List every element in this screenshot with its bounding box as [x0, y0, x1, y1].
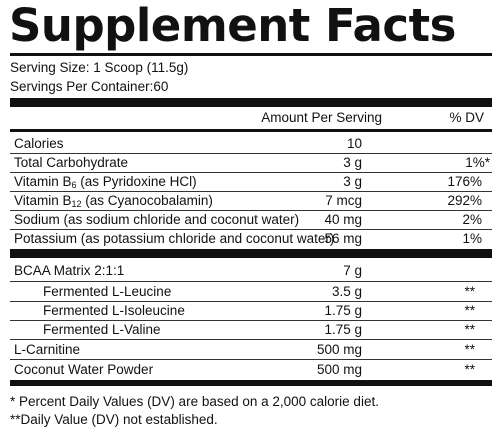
ingredient-amount: 500 mg — [316, 342, 362, 357]
nutrient-row-vitamin-b12: Vitamin B12 (as Cyanocobalamin) 7 mcg 29… — [10, 191, 492, 210]
ingredient-name: L-Carnitine — [14, 342, 81, 357]
ingredient-dv: ** — [464, 342, 475, 357]
ingredient-name: Fermented L-Leucine — [43, 284, 172, 299]
ingredient-name: Coconut Water Powder — [14, 362, 154, 377]
percent-dv-label: % DV — [449, 110, 484, 125]
ingredient-amount: 1.75 g — [324, 322, 362, 337]
blend-row-leucine: Fermented L-Leucine 3.5 g ** — [10, 282, 492, 301]
nutrient-dv: 292% — [447, 193, 482, 208]
nutrient-dv: 176% — [447, 174, 482, 189]
row-divider — [10, 359, 492, 360]
ingredient-amount: 1.75 g — [324, 303, 362, 318]
nutrient-name: Sodium (as sodium chloride and coconut w… — [14, 212, 300, 227]
blend-row-isoleucine: Fermented L-Isoleucine 1.75 g ** — [10, 301, 492, 320]
nutrient-amount: 10 — [346, 136, 362, 151]
row-divider — [10, 153, 492, 154]
row-divider — [10, 172, 492, 173]
ingredient-amount: 500 mg — [316, 362, 362, 377]
blend-row-valine: Fermented L-Valine 1.75 g ** — [10, 320, 492, 339]
row-divider — [10, 339, 492, 340]
nutrient-name: Total Carbohydrate — [14, 155, 129, 170]
nutrient-row-calories: Calories 10 — [10, 134, 492, 153]
title-rule — [10, 53, 492, 56]
nutrient-row-potassium: Potassium (as potassium chloride and coc… — [10, 229, 492, 248]
ingredient-amount: 3.5 g — [331, 284, 362, 299]
nutrient-amount: 7 mcg — [325, 193, 362, 208]
nutrient-row-vitamin-b6: Vitamin B6 (as Pyridoxine HCl) 3 g 176% — [10, 172, 492, 191]
ingredient-dv: ** — [464, 362, 475, 377]
nutrient-name: Vitamin B6 (as Pyridoxine HCl) — [14, 174, 197, 190]
nutrient-name: Calories — [14, 136, 64, 151]
nutrient-amount: 3 g — [343, 174, 362, 189]
nutrient-name: Potassium (as potassium chloride and coc… — [14, 231, 335, 246]
footnote-dv: * Percent Daily Values (DV) are based on… — [10, 394, 379, 409]
footnote-not-established: **Daily Value (DV) not established. — [10, 412, 218, 427]
ingredient-name: BCAA Matrix 2:1:1 — [14, 263, 125, 278]
row-divider — [10, 210, 492, 211]
ingredient-name: Fermented L-Isoleucine — [43, 303, 185, 318]
nutrient-amount: 56 mg — [324, 231, 362, 246]
nutrient-dv: 2% — [462, 212, 482, 227]
blend-row-coconut-water: Coconut Water Powder 500 mg ** — [10, 360, 492, 379]
servings-per-container: Servings Per Container:60 — [10, 79, 169, 94]
ingredient-amount: 7 g — [343, 263, 362, 278]
nutrient-row-sodium: Sodium (as sodium chloride and coconut w… — [10, 210, 492, 229]
nutrient-amount: 40 mg — [324, 212, 362, 227]
footnote-rule — [10, 380, 492, 386]
ingredient-dv: ** — [464, 303, 475, 318]
nutrient-dv: 1% — [462, 231, 482, 246]
ingredient-dv: ** — [464, 284, 475, 299]
blend-row-bcaa-matrix: BCAA Matrix 2:1:1 7 g — [10, 261, 492, 280]
blend-rule — [10, 249, 492, 258]
panel-title: Supplement Facts — [9, 0, 456, 52]
blend-row-l-carnitine: L-Carnitine 500 mg ** — [10, 340, 492, 359]
ingredient-dv: ** — [464, 322, 475, 337]
serving-size: Serving Size: 1 Scoop (11.5g) — [10, 60, 189, 75]
row-divider — [10, 281, 492, 282]
column-header: Amount Per Serving % DV — [10, 108, 492, 127]
nutrient-name: Vitamin B12 (as Cyanocobalamin) — [14, 193, 213, 209]
row-divider — [10, 320, 492, 321]
nutrient-row-carbohydrate: Total Carbohydrate 3 g 1%* — [10, 153, 492, 172]
nutrient-dv: 1%* — [465, 155, 490, 170]
row-divider — [10, 191, 492, 192]
ingredient-name: Fermented L-Valine — [43, 322, 161, 337]
serving-rule — [10, 98, 492, 107]
row-divider — [10, 301, 492, 302]
row-divider — [10, 229, 492, 230]
amount-per-serving-label: Amount Per Serving — [261, 110, 382, 125]
nutrient-amount: 3 g — [343, 155, 362, 170]
header-rule — [10, 129, 492, 132]
